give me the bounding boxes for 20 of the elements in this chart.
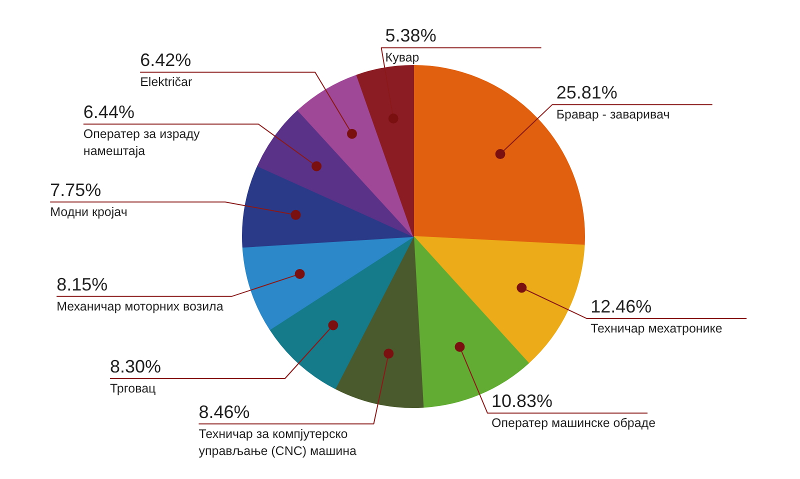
slice-label: Бравар - заваривач <box>556 108 670 122</box>
data-label: 8.30% <box>110 356 162 376</box>
slice-label: Električar <box>140 75 192 90</box>
data-label: 5.38% <box>385 26 436 46</box>
data-label: 12.46% <box>590 296 652 316</box>
slice-label: Кувар <box>385 50 420 65</box>
slice-label: Техничар за компјутерско управљање (CNC) машина <box>198 426 356 458</box>
data-label: 25.81% <box>556 82 618 103</box>
slice-label: Трговац <box>110 381 156 396</box>
data-label: 8.15% <box>56 274 108 294</box>
slice-label: Оператер за израду намештаја <box>83 127 201 158</box>
data-label: 10.83% <box>492 391 553 412</box>
slice-label: Техничар мехатронике <box>590 321 722 336</box>
data-label: 6.44% <box>83 102 134 122</box>
data-label: 8.46% <box>198 402 250 422</box>
data-label: 6.42% <box>140 50 192 70</box>
data-label: 7.75% <box>50 180 102 200</box>
slice-label: Оператер машинске обраде <box>492 416 656 430</box>
slice-label: Механичар моторних возила <box>56 299 224 314</box>
slice-label: Модни кројач <box>50 204 128 219</box>
